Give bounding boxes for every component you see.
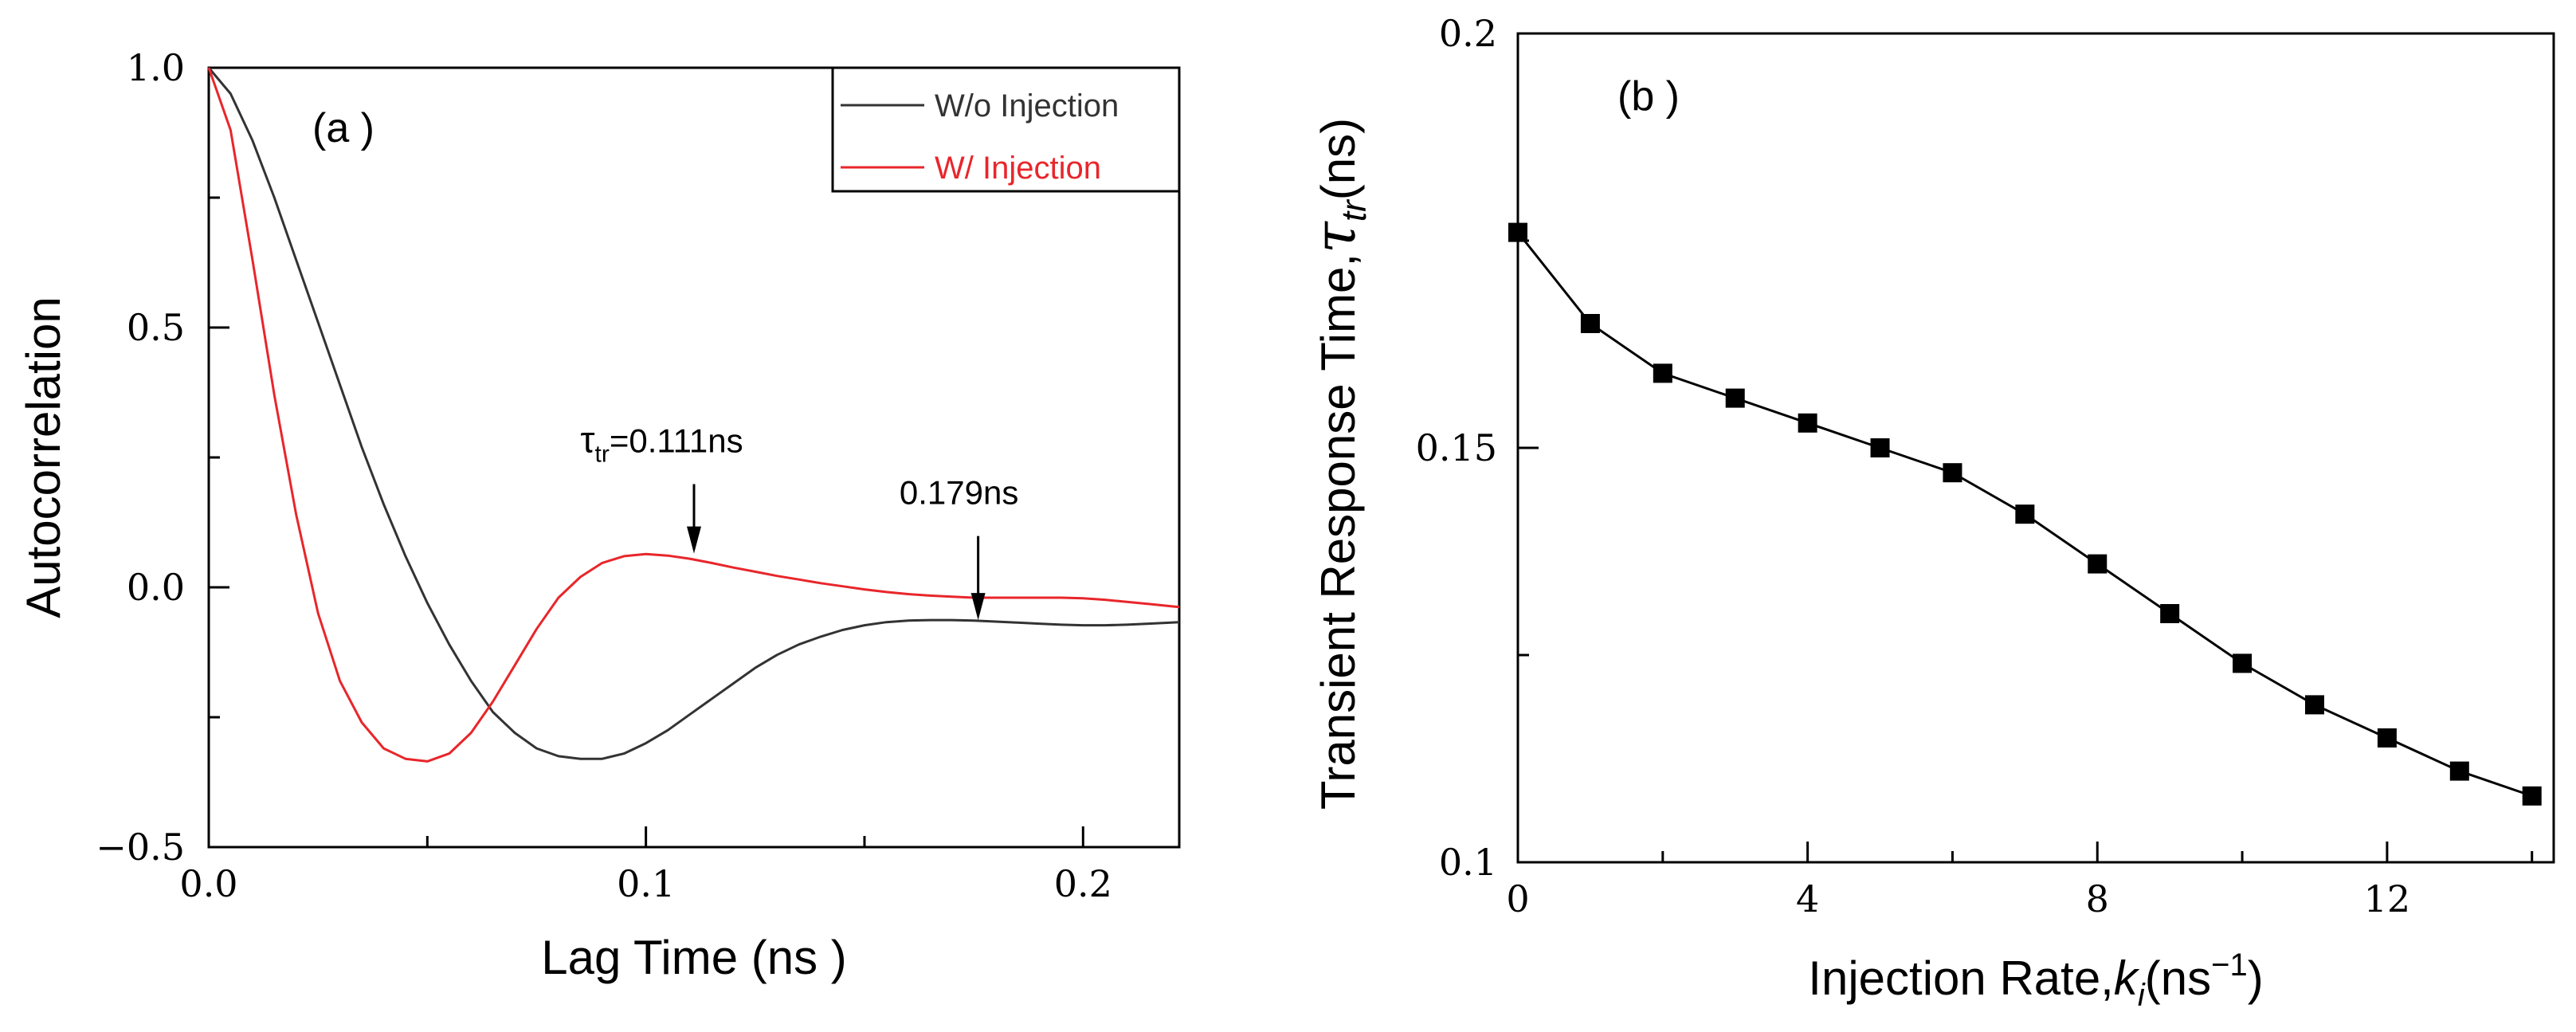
data-point-marker bbox=[2160, 604, 2180, 623]
data-point-marker bbox=[2015, 504, 2035, 524]
x-axis-label-variable: k bbox=[2114, 952, 2140, 1005]
plot-frame bbox=[1516, 32, 2555, 864]
y-axis-label-subscript: tr bbox=[1335, 198, 1374, 222]
data-point-marker bbox=[2233, 653, 2253, 673]
data-point-marker bbox=[1653, 363, 1672, 383]
series-line-with-injection bbox=[207, 67, 1180, 763]
x-axis-label-superscript: −1 bbox=[2211, 948, 2248, 983]
x-tick-label: 0 bbox=[1506, 877, 1529, 920]
y-tick-label: 0.5 bbox=[127, 306, 185, 349]
chart-b: 0 4 8 12 0.1 0.15 0.2 (b ) Injection Rate,ki(ns−… bbox=[1301, 12, 2555, 1013]
x-tick-label: 0.1 bbox=[617, 862, 675, 905]
panel-label: (a ) bbox=[312, 105, 374, 151]
x-tick-label: 0.0 bbox=[179, 862, 237, 905]
data-point-marker bbox=[1580, 314, 1600, 333]
data-point-marker bbox=[2088, 554, 2107, 574]
y-tick-label: 0.2 bbox=[1439, 12, 1497, 55]
data-point-marker bbox=[2377, 728, 2397, 748]
y-tick-label: 0.0 bbox=[127, 566, 185, 609]
annotation-value: 0.179ns bbox=[900, 474, 1018, 512]
x-axis-label-unit: (ns bbox=[2145, 952, 2211, 1005]
data-point-marker bbox=[2305, 695, 2324, 715]
data-point-marker bbox=[1943, 463, 1962, 483]
y-tick-label: 0.1 bbox=[1439, 841, 1497, 884]
chart-a: 0.0 0.1 0.2−0.50.00.51.0τtr=0.111ns0.179ns… bbox=[17, 46, 1181, 984]
annotation-value: =0.111ns bbox=[610, 422, 743, 459]
annotation-label: 0.179ns bbox=[900, 474, 1018, 512]
series-line-without-injection bbox=[207, 67, 1180, 760]
x-axis-label-close: ) bbox=[2248, 952, 2264, 1005]
y-tick-label: 0.15 bbox=[1416, 426, 1497, 469]
annotation-arrow-head bbox=[970, 593, 986, 621]
x-tick-label: 4 bbox=[1796, 877, 1819, 920]
x-axis-label-text: Injection Rate, bbox=[1808, 952, 2114, 1005]
x-axis-label: Lag Time (ns ) bbox=[541, 931, 846, 984]
y-axis-label-unit: (ns) bbox=[1312, 118, 1365, 200]
y-tick-label: 1.0 bbox=[127, 46, 185, 89]
x-tick-label: 8 bbox=[2086, 877, 2109, 920]
legend-label: W/o Injection bbox=[935, 88, 1119, 124]
y-axis-label-text: Transient Response Time, bbox=[1312, 253, 1365, 810]
data-point-marker bbox=[1870, 438, 1890, 457]
data-point-marker bbox=[2449, 761, 2469, 781]
tau-symbol: τ bbox=[580, 418, 594, 460]
x-axis-label-subscript: i bbox=[2138, 978, 2146, 1013]
x-tick-label: 12 bbox=[2364, 877, 2411, 920]
y-tick-label: −0.5 bbox=[96, 826, 185, 869]
y-axis-label: Transient Response Time,τtr(ns) bbox=[1301, 118, 1374, 810]
y-axis-label: Autocorrelation bbox=[17, 296, 70, 618]
legend-label: W/ Injection bbox=[935, 151, 1101, 186]
legend bbox=[831, 66, 1181, 193]
data-point-marker bbox=[1798, 413, 1817, 433]
data-point-marker bbox=[1508, 222, 1527, 242]
tau-subscript: tr bbox=[595, 441, 610, 467]
x-tick-label: 0.2 bbox=[1054, 862, 1112, 905]
data-point-marker bbox=[2522, 786, 2542, 806]
x-axis-label: Injection Rate,ki(ns−1) bbox=[1808, 948, 2263, 1013]
annotation-label: τtr=0.111ns bbox=[580, 418, 743, 467]
data-point-marker bbox=[1725, 388, 1745, 408]
panel-label: (b ) bbox=[1617, 73, 1680, 120]
annotation-arrow-head bbox=[687, 526, 701, 554]
y-axis-label-variable: τ bbox=[1301, 221, 1368, 253]
